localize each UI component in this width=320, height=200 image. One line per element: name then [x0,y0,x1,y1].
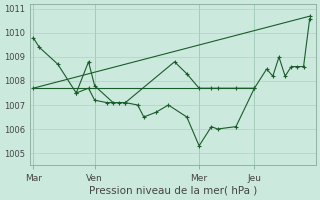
X-axis label: Pression niveau de la mer( hPa ): Pression niveau de la mer( hPa ) [89,186,257,196]
